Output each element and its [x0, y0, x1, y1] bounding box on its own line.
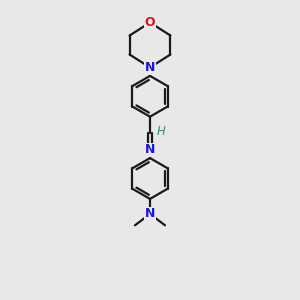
Text: H: H [157, 125, 166, 138]
Text: N: N [145, 61, 155, 74]
Text: O: O [145, 16, 155, 29]
Text: N: N [145, 207, 155, 220]
Text: N: N [145, 143, 155, 156]
